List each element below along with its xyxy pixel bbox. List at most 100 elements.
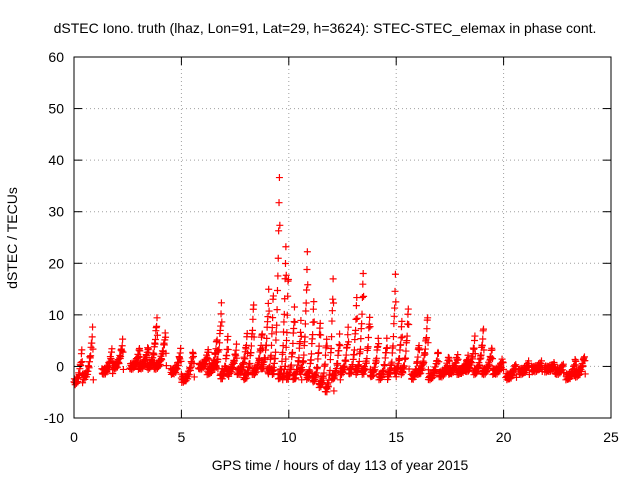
data-point (301, 333, 309, 341)
data-point (247, 342, 255, 350)
data-point (402, 347, 410, 355)
data-point (218, 318, 226, 326)
data-point (150, 350, 158, 358)
data-point (241, 355, 249, 363)
data-point (217, 322, 225, 330)
data-point (487, 353, 495, 361)
data-point (77, 358, 85, 366)
data-point (344, 323, 352, 331)
data-point (434, 349, 442, 357)
data-point (310, 298, 318, 306)
x-tick-label: 15 (388, 429, 404, 445)
data-point (162, 362, 170, 370)
data-point (480, 325, 488, 333)
data-point (300, 351, 308, 359)
data-point (214, 347, 222, 355)
data-point (215, 339, 223, 347)
data-point (153, 314, 161, 322)
data-point (446, 357, 454, 365)
data-point (279, 348, 287, 356)
data-point (265, 307, 273, 315)
data-point (108, 345, 116, 353)
data-point (471, 350, 479, 358)
data-point (363, 355, 371, 363)
data-point (330, 387, 338, 395)
data-point (289, 339, 297, 347)
data-point (359, 280, 367, 288)
data-point (304, 281, 312, 289)
data-point (324, 383, 332, 391)
data-point (303, 265, 311, 273)
data-point (397, 334, 405, 342)
data-point (272, 348, 280, 356)
data-point (421, 345, 429, 353)
data-point (223, 352, 231, 360)
data-point (454, 355, 462, 363)
data-point (268, 324, 276, 332)
data-point (117, 353, 125, 361)
data-point (119, 348, 127, 356)
data-point (151, 336, 159, 344)
data-point (232, 346, 240, 354)
data-point (306, 367, 314, 375)
data-point (177, 357, 185, 365)
data-point (315, 342, 323, 350)
data-point (250, 301, 258, 309)
data-point (581, 370, 589, 378)
data-point (302, 299, 310, 307)
data-point (471, 332, 479, 340)
data-point (342, 357, 350, 365)
data-point (323, 335, 331, 343)
data-point (275, 199, 283, 207)
data-point (360, 292, 368, 300)
data-point (488, 355, 496, 363)
data-point (290, 324, 298, 332)
data-point (264, 313, 272, 321)
data-point (282, 343, 290, 351)
data-point (392, 298, 400, 306)
data-point (470, 344, 478, 352)
data-point (435, 358, 443, 366)
data-point (246, 359, 254, 367)
data-point (250, 333, 258, 341)
data-point (307, 350, 315, 358)
data-point (388, 358, 396, 366)
chart-title: dSTEC Iono. truth (lhaz, Lon=91, Lat=29,… (54, 20, 597, 36)
data-point (272, 336, 280, 344)
data-point (390, 320, 398, 328)
data-point (402, 354, 410, 362)
data-point (477, 351, 485, 359)
data-point (269, 314, 277, 322)
data-point (336, 342, 344, 350)
data-point (283, 336, 291, 344)
data-point (329, 295, 337, 303)
data-point (217, 310, 225, 318)
data-point (275, 174, 283, 182)
data-point (415, 346, 423, 354)
data-point (247, 349, 255, 357)
y-tick-label: -10 (44, 410, 64, 426)
y-tick-label: 10 (48, 307, 64, 323)
data-point (264, 299, 272, 307)
data-point (356, 345, 364, 353)
data-points (70, 174, 589, 396)
data-point (284, 292, 292, 300)
data-point (341, 363, 349, 371)
data-point (405, 365, 413, 373)
axis-ticks (73, 56, 612, 419)
data-point (283, 328, 291, 336)
data-point (87, 352, 95, 360)
data-point (203, 354, 211, 362)
data-point (232, 340, 240, 348)
data-point (279, 342, 287, 350)
data-point (290, 318, 298, 326)
data-point (389, 342, 397, 350)
data-point (382, 344, 390, 352)
data-point (185, 371, 193, 379)
data-point (78, 346, 86, 354)
data-point (479, 335, 487, 343)
data-point (414, 353, 422, 361)
y-tick-label: 0 (56, 358, 64, 374)
y-axis-label: dSTEC / TECUs (4, 187, 20, 289)
data-point (322, 351, 330, 359)
